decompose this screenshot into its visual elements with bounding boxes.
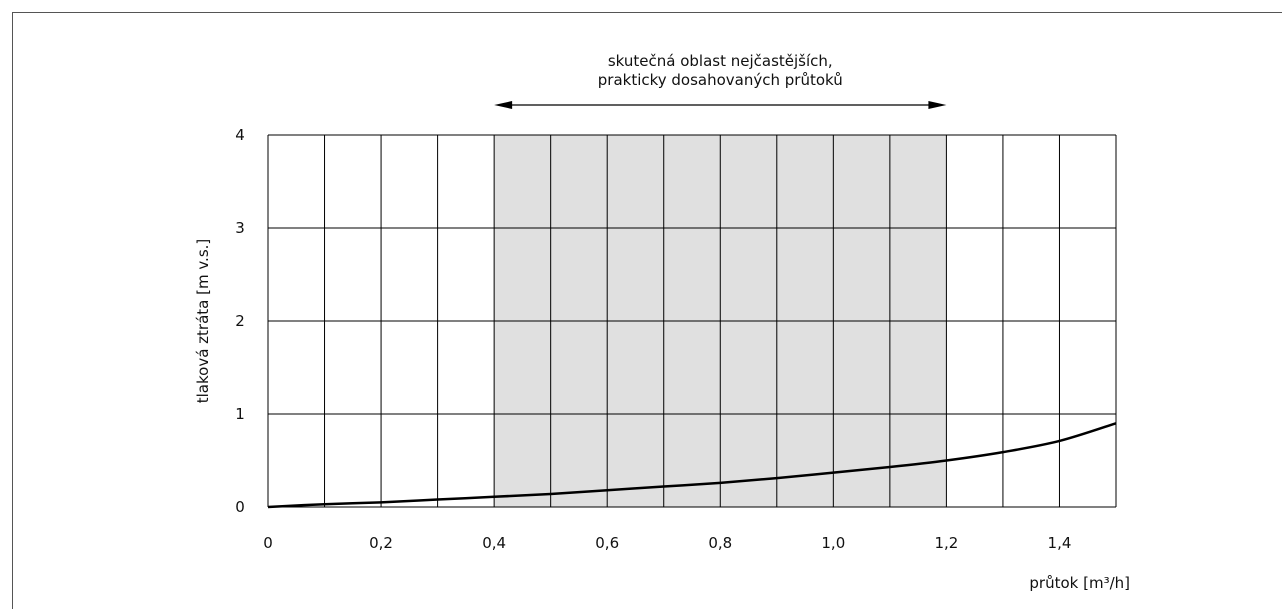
x-tick-label: 1,0 [821,534,845,552]
y-tick-label: 2 [235,312,245,330]
x-axis-label: průtok [m³/h] [1029,574,1130,592]
chart-frame [12,12,1282,609]
y-tick-label: 3 [235,219,245,237]
y-tick-label: 1 [235,405,245,423]
x-tick-label: 1,4 [1048,534,1072,552]
x-tick-label: 0,8 [708,534,732,552]
x-tick-label: 1,2 [934,534,958,552]
range-arrow-left-head [494,101,513,109]
x-tick-label: 0,4 [482,534,506,552]
y-axis-label: tlaková ztráta [m v.s.] [194,239,212,404]
y-tick-label: 4 [235,126,245,144]
pressure-loss-curve [267,422,1117,509]
annotation-line-2: prakticky dosahovaných průtoků [598,71,843,89]
x-tick-label: 0 [263,534,273,552]
x-tick-label: 0,2 [369,534,393,552]
x-tick-label: 0,6 [595,534,619,552]
y-tick-label: 0 [235,498,245,516]
annotation-line-1: skutečná oblast nejčastějších, [608,52,833,70]
range-arrow-right-head [928,101,947,109]
